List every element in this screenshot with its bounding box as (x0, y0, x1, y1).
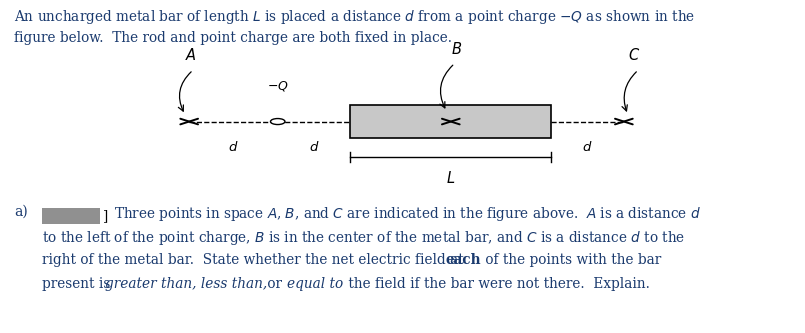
Text: Three points in space $A$, $B$, and $C$ are indicated in the figure above.  $A$ : Three points in space $A$, $B$, and $C$ … (114, 205, 701, 223)
Text: each: each (445, 253, 481, 267)
Text: of the points with the bar: of the points with the bar (481, 253, 661, 267)
Circle shape (270, 119, 285, 125)
Text: $d$: $d$ (308, 140, 320, 154)
Text: or: or (263, 277, 287, 291)
Text: greater than, less than,: greater than, less than, (105, 277, 267, 291)
Text: $-Q$: $-Q$ (266, 79, 289, 93)
Text: present is: present is (42, 277, 114, 291)
Text: a): a) (14, 205, 28, 219)
Text: right of the metal bar.  State whether the net electric field at: right of the metal bar. State whether th… (42, 253, 468, 267)
Text: to the left of the point charge, $B$ is in the center of the metal bar, and $C$ : to the left of the point charge, $B$ is … (42, 229, 685, 247)
Text: $d$: $d$ (582, 140, 593, 154)
Text: ]: ] (103, 209, 109, 223)
Text: $d$: $d$ (228, 140, 239, 154)
Text: An uncharged metal bar of length $L$ is placed a distance $d$ from a point charg: An uncharged metal bar of length $L$ is … (14, 8, 696, 26)
Text: $L$: $L$ (446, 170, 456, 186)
Text: $B$: $B$ (451, 41, 462, 57)
Bar (42, 208, 100, 224)
Text: figure below.  The rod and point charge are both fixed in place.: figure below. The rod and point charge a… (14, 31, 452, 45)
Text: equal to: equal to (287, 277, 343, 291)
Bar (350, 105, 551, 138)
Text: $A$: $A$ (185, 47, 197, 63)
Text: $C$: $C$ (628, 47, 640, 63)
Text: the field if the bar were not there.  Explain.: the field if the bar were not there. Exp… (344, 277, 650, 291)
